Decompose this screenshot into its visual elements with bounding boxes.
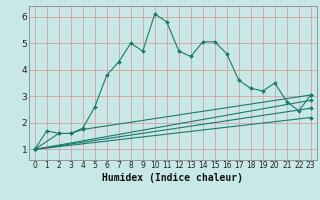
X-axis label: Humidex (Indice chaleur): Humidex (Indice chaleur) [102, 173, 243, 183]
